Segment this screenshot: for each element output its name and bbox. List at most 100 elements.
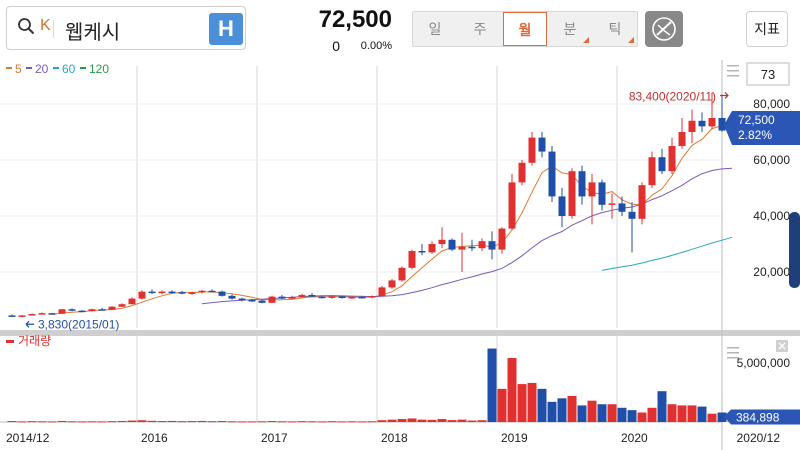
volume-bar — [157, 421, 167, 423]
candle-body — [118, 304, 126, 307]
candle-body — [58, 309, 66, 314]
volume-bar — [587, 400, 597, 422]
volume-bar — [607, 404, 617, 422]
volume-bar — [227, 421, 237, 423]
low-annotation: 3,830(2015/01) — [38, 317, 119, 331]
side-panel-handle — [789, 212, 800, 288]
volume-bar — [237, 421, 247, 423]
candle-body — [388, 280, 396, 288]
indicator-button[interactable]: 지표 — [746, 11, 788, 47]
candle-body — [188, 292, 196, 294]
volume-bar — [287, 421, 297, 423]
candle-body — [528, 137, 536, 163]
candle-body — [518, 162, 526, 183]
period-tab-0[interactable]: 일 — [428, 21, 442, 37]
volume-bar — [567, 395, 577, 422]
legend-label-120: 120 — [89, 62, 109, 76]
volume-bar — [7, 421, 17, 423]
candle-body — [628, 211, 636, 219]
candle-body — [288, 297, 296, 299]
volume-bar — [527, 382, 537, 422]
ma-line-20 — [201, 167, 733, 305]
bar-count-value: 73 — [761, 67, 775, 82]
candle-body — [638, 185, 646, 219]
candle-body — [208, 290, 216, 293]
volume-bar — [267, 421, 277, 423]
search-icon[interactable] — [17, 17, 35, 35]
volume-bar — [277, 421, 287, 423]
volume-bar — [627, 410, 637, 422]
volume-bar — [337, 421, 347, 423]
period-tab-3[interactable]: 분 — [548, 12, 592, 46]
low-annotation-arrow — [25, 320, 34, 328]
current-price-label: 72,500 — [738, 113, 775, 127]
current-volume-label: 384,898 — [736, 410, 780, 424]
candle-body — [138, 291, 146, 299]
search-divider — [53, 20, 54, 38]
candle-body — [258, 300, 266, 303]
candle-body — [108, 306, 116, 310]
candle-body — [88, 309, 96, 312]
volume-bar — [657, 391, 667, 422]
candle-body — [418, 251, 426, 253]
candle-body — [408, 251, 416, 268]
candle-body — [218, 291, 226, 296]
drawing-tool-button[interactable] — [645, 11, 683, 47]
high-annotation: 83,400(2020/11) — [629, 89, 716, 103]
ma-line-5 — [51, 123, 733, 315]
volume-menu-icon — [727, 352, 739, 354]
y-tick-label: 80,000 — [753, 97, 790, 111]
candle-body — [438, 239, 446, 244]
x-tick-label: 2014/12 — [6, 431, 50, 445]
period-tab-2[interactable]: 월 — [503, 12, 547, 46]
volume-bar — [327, 421, 337, 423]
volume-bar — [617, 407, 627, 422]
period-tab-1[interactable]: 주 — [473, 21, 487, 37]
volume-bar — [127, 420, 137, 422]
candle-body — [268, 296, 276, 303]
current-price: 72,500 — [318, 6, 392, 33]
volume-bar — [507, 358, 517, 422]
period-tab-4[interactable]: 틱 — [593, 12, 637, 46]
current-price-tag — [724, 111, 800, 145]
volume-bar — [547, 401, 557, 422]
legend-swatch — [26, 67, 32, 69]
candle-body — [448, 239, 456, 250]
volume-bar — [417, 419, 427, 422]
candle-body — [498, 228, 506, 250]
candle-body — [618, 203, 626, 212]
candle-body — [168, 291, 176, 294]
y-tick-label: 20,000 — [753, 265, 790, 279]
candle-body — [598, 182, 606, 205]
volume-bar — [637, 412, 647, 422]
stock-chart[interactable]: 5 20 60 120 거래량 83,400(2020/11) 3,830(2015/01)… — [0, 60, 800, 450]
candle-body — [278, 296, 286, 299]
candle-body — [588, 182, 596, 197]
volume-bar — [47, 421, 57, 423]
candle-body — [708, 118, 716, 127]
volume-y-tick-label: 5,000,000 — [737, 356, 791, 370]
volume-bar — [97, 421, 107, 423]
volume-bar — [697, 406, 707, 422]
volume-bar — [677, 405, 687, 422]
candle-body — [198, 290, 206, 293]
candle-body — [38, 313, 46, 315]
candle-body — [488, 241, 496, 250]
volume-bar — [187, 421, 197, 423]
h-button[interactable]: H — [209, 13, 243, 45]
stock-name: 웹케시 — [65, 22, 121, 44]
candle-body — [558, 196, 566, 216]
period-menu-indicator — [628, 37, 634, 43]
volume-bar — [667, 404, 677, 422]
volume-bar — [197, 420, 207, 422]
volume-bar — [147, 420, 157, 422]
volume-bar — [307, 421, 317, 423]
volume-bar — [107, 421, 117, 423]
candle-body — [328, 296, 336, 298]
legend-swatch — [53, 67, 59, 69]
legend-label-60: 60 — [62, 62, 76, 76]
stock-search-box[interactable]: K 웹케시 H — [6, 6, 246, 50]
volume-bar — [347, 421, 357, 423]
volume-bar — [117, 420, 127, 422]
